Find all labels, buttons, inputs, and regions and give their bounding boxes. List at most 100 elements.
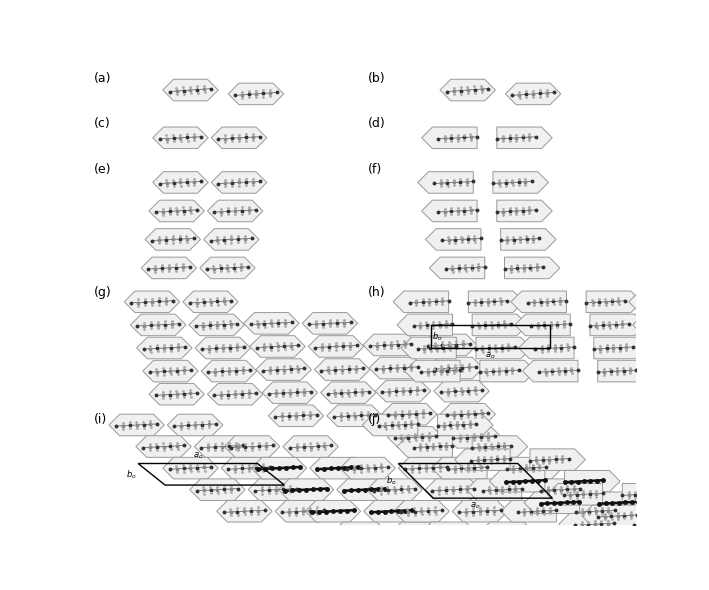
Polygon shape xyxy=(523,360,578,382)
Polygon shape xyxy=(367,479,423,500)
Polygon shape xyxy=(201,360,257,382)
Polygon shape xyxy=(109,414,164,436)
Polygon shape xyxy=(507,457,562,479)
Polygon shape xyxy=(446,427,501,448)
Polygon shape xyxy=(708,314,709,336)
Polygon shape xyxy=(559,513,614,535)
Polygon shape xyxy=(497,127,552,149)
Polygon shape xyxy=(194,436,250,457)
Polygon shape xyxy=(637,337,692,359)
Polygon shape xyxy=(393,291,449,313)
Polygon shape xyxy=(203,229,259,250)
Text: $b_o$: $b_o$ xyxy=(386,474,397,487)
Polygon shape xyxy=(320,382,376,404)
Polygon shape xyxy=(505,257,560,278)
Polygon shape xyxy=(401,337,457,359)
Polygon shape xyxy=(432,457,487,479)
Polygon shape xyxy=(472,436,527,457)
Polygon shape xyxy=(398,457,454,479)
Polygon shape xyxy=(362,414,418,436)
Polygon shape xyxy=(430,257,485,278)
Polygon shape xyxy=(469,291,524,313)
Polygon shape xyxy=(183,291,238,313)
Polygon shape xyxy=(669,535,709,557)
Polygon shape xyxy=(190,479,245,500)
Polygon shape xyxy=(333,522,388,543)
Polygon shape xyxy=(308,336,364,357)
Polygon shape xyxy=(632,314,688,336)
Polygon shape xyxy=(283,436,338,457)
Polygon shape xyxy=(200,257,255,278)
Polygon shape xyxy=(420,522,476,543)
Polygon shape xyxy=(381,404,437,425)
Polygon shape xyxy=(244,313,299,334)
Polygon shape xyxy=(340,457,396,479)
Polygon shape xyxy=(393,500,450,522)
Polygon shape xyxy=(315,359,370,381)
Polygon shape xyxy=(506,543,562,565)
Text: $a_o$: $a_o$ xyxy=(485,350,496,361)
Polygon shape xyxy=(250,336,306,357)
Text: (e): (e) xyxy=(94,163,112,176)
Polygon shape xyxy=(501,229,556,250)
Polygon shape xyxy=(136,436,191,457)
Polygon shape xyxy=(452,500,508,522)
Text: (f): (f) xyxy=(367,163,382,176)
Polygon shape xyxy=(434,381,489,402)
Polygon shape xyxy=(145,229,201,250)
Polygon shape xyxy=(306,500,361,522)
Polygon shape xyxy=(208,384,263,405)
Polygon shape xyxy=(167,414,223,436)
Polygon shape xyxy=(363,334,418,356)
Polygon shape xyxy=(221,457,277,479)
Text: (d): (d) xyxy=(367,117,386,130)
Polygon shape xyxy=(137,337,192,359)
Polygon shape xyxy=(195,337,250,359)
Polygon shape xyxy=(405,360,460,382)
Polygon shape xyxy=(425,229,481,250)
Polygon shape xyxy=(686,570,709,590)
Polygon shape xyxy=(375,381,431,402)
Polygon shape xyxy=(397,314,452,336)
Text: $b_o$: $b_o$ xyxy=(432,330,442,343)
Polygon shape xyxy=(440,79,496,101)
Polygon shape xyxy=(524,492,579,513)
Text: (h): (h) xyxy=(367,286,385,299)
Polygon shape xyxy=(208,200,263,222)
Text: $a_o$: $a_o$ xyxy=(470,500,481,511)
Polygon shape xyxy=(422,127,477,149)
Polygon shape xyxy=(440,404,496,425)
Polygon shape xyxy=(327,405,382,427)
Polygon shape xyxy=(163,79,218,101)
Polygon shape xyxy=(275,500,330,522)
Polygon shape xyxy=(422,200,477,222)
Polygon shape xyxy=(616,527,672,548)
Polygon shape xyxy=(248,479,303,500)
Polygon shape xyxy=(418,172,473,194)
Polygon shape xyxy=(489,470,545,492)
Polygon shape xyxy=(256,359,311,381)
Polygon shape xyxy=(141,257,196,278)
Text: (b): (b) xyxy=(367,73,385,86)
Polygon shape xyxy=(425,479,481,500)
Polygon shape xyxy=(397,436,452,457)
Polygon shape xyxy=(547,484,603,505)
Polygon shape xyxy=(364,500,419,522)
Polygon shape xyxy=(454,449,510,470)
Polygon shape xyxy=(421,334,477,356)
Polygon shape xyxy=(302,313,357,334)
Text: (i): (i) xyxy=(94,414,108,427)
Polygon shape xyxy=(467,479,522,500)
Polygon shape xyxy=(704,291,709,313)
Polygon shape xyxy=(493,172,548,194)
Polygon shape xyxy=(251,457,307,479)
Polygon shape xyxy=(228,83,284,104)
Polygon shape xyxy=(629,291,684,313)
Polygon shape xyxy=(576,500,632,522)
Polygon shape xyxy=(211,127,267,149)
Polygon shape xyxy=(163,457,218,479)
Polygon shape xyxy=(634,513,689,535)
Polygon shape xyxy=(586,291,642,313)
Text: $a_o$: $a_o$ xyxy=(193,451,203,461)
Text: $b_o$: $b_o$ xyxy=(126,468,137,480)
